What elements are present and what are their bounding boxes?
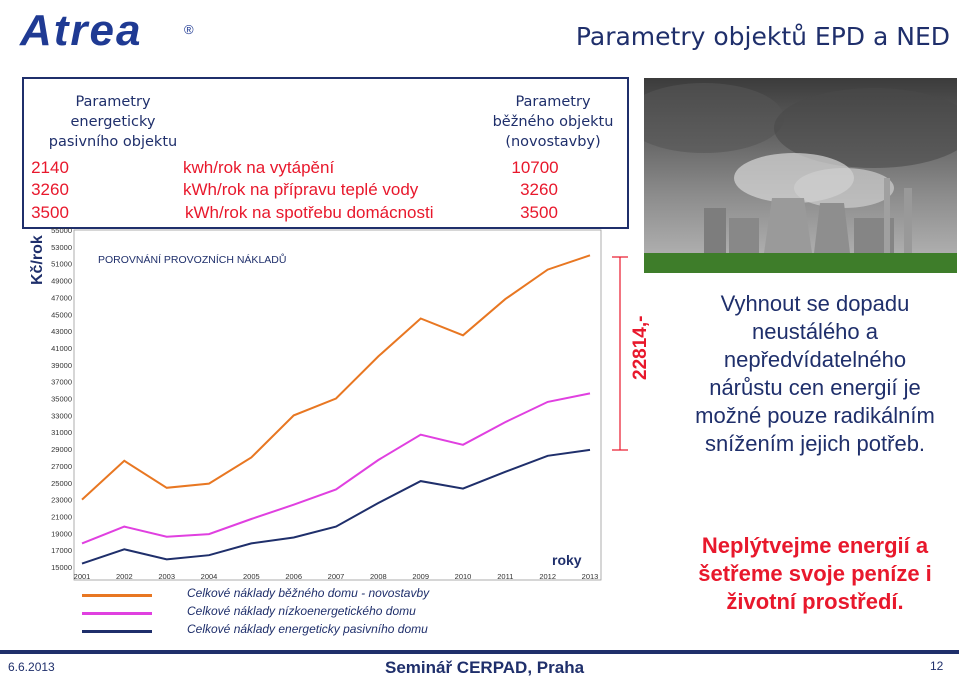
x-tick-label: 2009 [412,572,429,581]
legend-label: Celkové náklady nízkoenergetického domu [187,604,416,618]
passive-value: 2140 [31,158,69,177]
standard-house-header: Parametry běžného objektu (novostavby) [480,92,626,152]
x-axis-label: roky [552,552,582,568]
x-tick-label: 2001 [74,572,91,581]
header-line: běžného objektu [492,114,614,130]
y-tick-label: 17000 [51,546,72,555]
y-tick-label: 45000 [51,310,72,319]
x-tick-label: 2002 [116,572,133,581]
y-tick-label: 37000 [51,378,72,387]
x-tick-label: 2010 [455,572,472,581]
legend-item: Celkové náklady běžného domu - novostavb… [82,586,502,604]
slide-title: Parametry objektů EPD a NED [575,22,950,51]
legend-swatch [82,612,152,615]
cost-comparison-chart: 15000 17000 19000 21000 23000 25000 27000 29000… [51,226,628,581]
y-tick-label: 21000 [51,512,72,521]
param-label: kWh/rok na spotřebu domácnosti [185,203,434,222]
y-tick-label: 47000 [51,293,72,302]
message-reduce-needs: Vyhnout se dopadu neustálého a nepředvíd… [695,291,935,456]
plot-frame [73,229,602,581]
x-tick-label: 2013 [582,572,599,581]
y-tick-label: 15000 [51,563,72,572]
x-tick-label: 2008 [370,572,387,581]
x-tick-label: 2011 [497,572,513,581]
footer-divider [0,650,959,654]
y-tick-label: 51000 [51,260,72,269]
series-line-1 [81,254,591,501]
y-tick-label: 29000 [51,445,72,454]
x-tick-label: 2012 [539,572,556,581]
passive-value: 3260 [31,180,69,199]
atrea-logo: Atrea [20,6,143,55]
footer-date: 6.6.2013 [8,660,55,674]
series-line-2 [81,392,591,545]
y-axis-ticks: 15000 17000 19000 21000 23000 25000 27000 29000… [51,226,72,572]
passive-value: 3500 [31,203,69,222]
y-tick-label: 19000 [51,529,72,538]
y-tick-label: 55000 [51,226,72,235]
y-tick-label: 41000 [51,344,72,353]
legend-swatch [82,630,152,633]
legend-item: Celkové náklady energeticky pasivního do… [82,622,502,640]
y-tick-label: 31000 [51,428,72,437]
standard-value: 3500 [520,203,558,222]
chart-title: POROVNÁNÍ PROVOZNÍCH NÁKLADŮ [98,253,286,266]
y-tick-label: 23000 [51,496,72,505]
y-tick-label: 27000 [51,462,72,471]
param-label: kwh/rok na vytápění [183,158,335,177]
y-axis-label: Kč/rok [29,235,46,285]
registered-mark: ® [184,22,194,37]
legend-label: Celkové náklady energeticky pasivního do… [187,622,428,636]
power-plant-photo [644,78,957,273]
x-axis-ticks: 2001 2002 2003 2004 2005 2006 2007 2008 2009 2010… [74,572,599,581]
legend-swatch [82,594,152,597]
x-tick-label: 2005 [243,572,260,581]
y-tick-label: 49000 [51,277,72,286]
parameters-box [22,77,629,229]
y-tick-label: 43000 [51,327,72,336]
param-label: kWh/rok na přípravu teplé vody [183,180,419,199]
passive-house-header: Parametry energeticky pasivního objektu [48,92,178,152]
y-tick-label: 25000 [51,479,72,488]
y-tick-label: 35000 [51,395,72,404]
footer-event: Seminář CERPAD, Praha [385,658,585,677]
series-line-3 [81,448,591,565]
header-line: energeticky [70,114,156,130]
page-number: 12 [930,659,944,673]
x-tick-label: 2006 [285,572,302,581]
header-line: (novostavby) [505,134,601,150]
legend-label: Celkové náklady běžného domu - novostavb… [187,586,430,600]
chart-series [81,254,591,565]
header-line: Parametry [75,94,151,110]
y-tick-label: 33000 [51,411,72,420]
legend-item: Celkové náklady nízkoenergetického domu [82,604,502,622]
difference-label: 22814,- [630,315,651,380]
message-save-energy: Neplýtvejme energií a šetřeme svoje pení… [698,533,932,614]
header-line: Parametry [515,94,591,110]
x-tick-label: 2007 [328,572,345,581]
standard-value: 3260 [520,180,558,199]
header-line: pasivního objektu [48,134,178,150]
standard-value: 10700 [511,158,559,177]
span-bracket [612,256,628,451]
y-tick-label: 53000 [51,243,72,252]
x-tick-label: 2004 [201,572,218,581]
x-tick-label: 2003 [158,572,175,581]
y-tick-label: 39000 [51,361,72,370]
